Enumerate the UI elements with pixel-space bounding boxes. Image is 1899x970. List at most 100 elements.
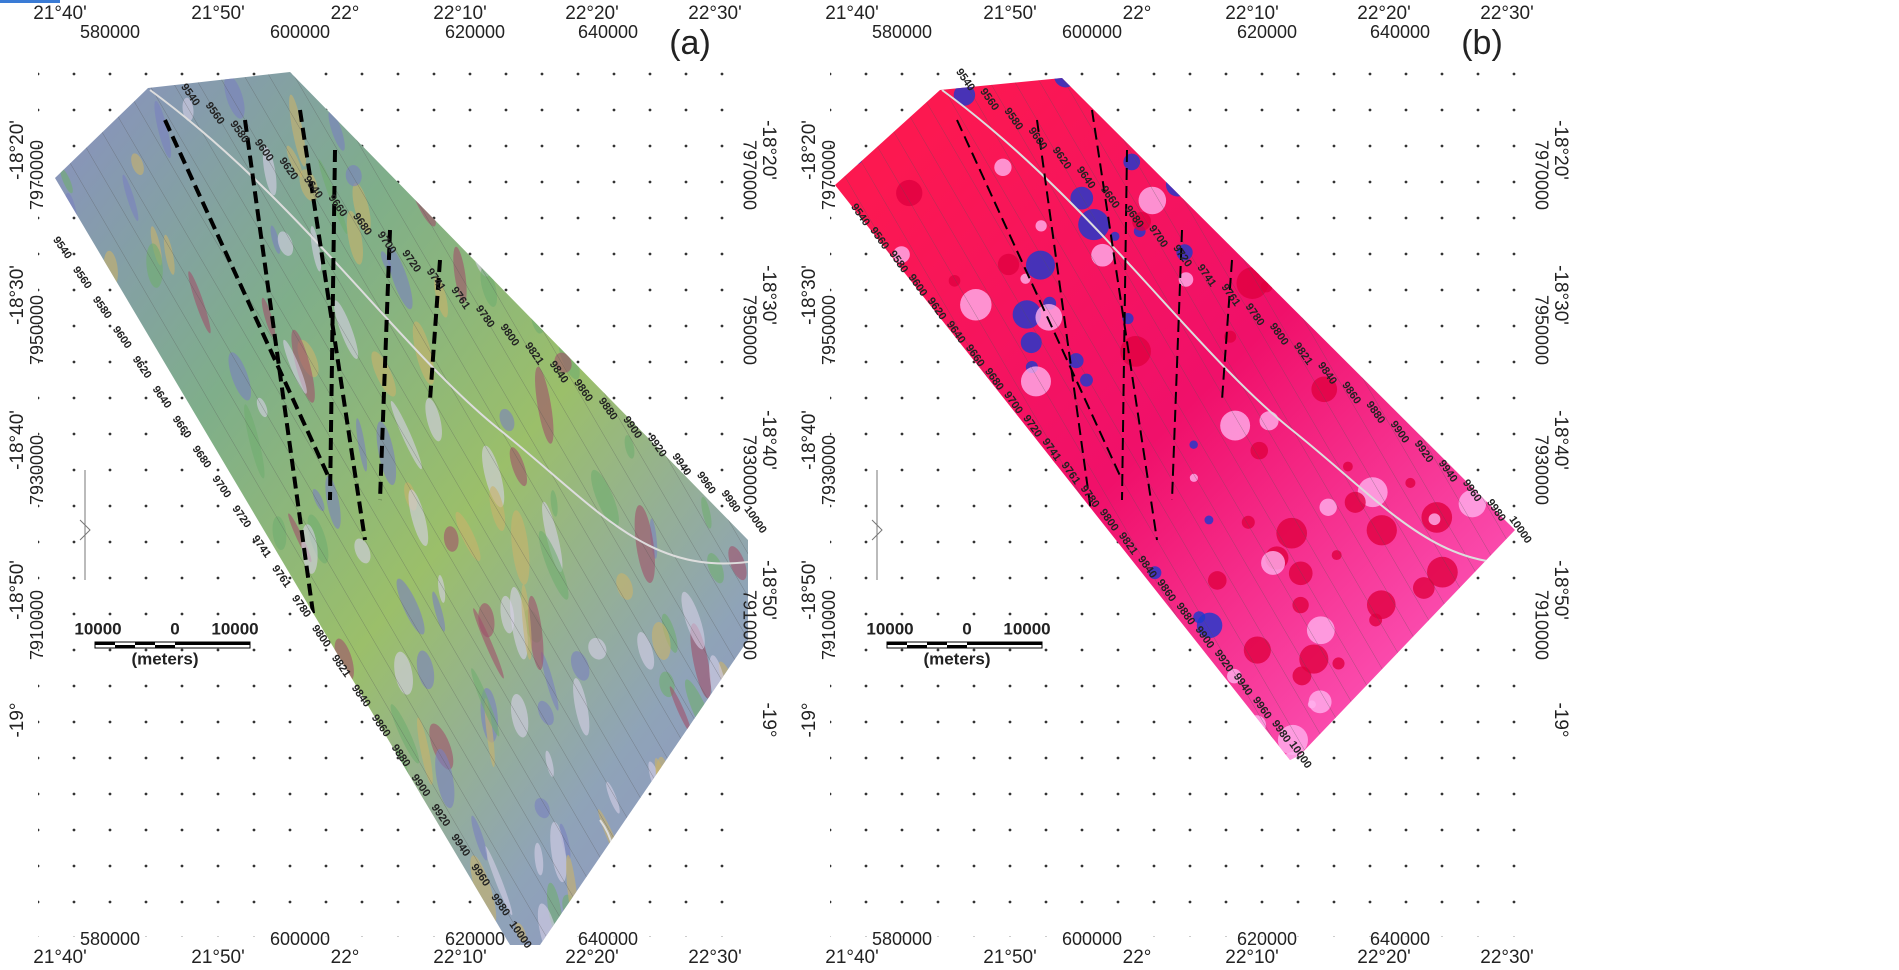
latitude-label: -18°40' <box>799 410 820 470</box>
northing-label: 7930000 <box>27 435 47 505</box>
northing-label: 7910000 <box>27 590 47 660</box>
anomaly <box>1429 513 1441 525</box>
northing-label: 7910000 <box>819 590 839 660</box>
anomaly <box>1035 936 1057 958</box>
scale-segment <box>155 645 175 648</box>
easting-label: 640000 <box>1370 929 1430 949</box>
latitude-label: -18°20' <box>799 120 820 180</box>
northing-label: 7930000 <box>739 435 759 505</box>
easting-label: 640000 <box>1370 22 1430 42</box>
longitude-label: 22° <box>331 947 360 968</box>
scale-segment <box>907 645 927 648</box>
latitude-label: -18°50' <box>758 560 779 620</box>
scale-segment <box>967 642 1042 645</box>
flight-line <box>1517 0 1899 960</box>
anomaly <box>1021 332 1042 353</box>
anomaly <box>1189 440 1197 448</box>
anomaly <box>1332 550 1342 560</box>
easting-label: 640000 <box>578 22 638 42</box>
easting-label: 620000 <box>1237 929 1297 949</box>
northing-label: 7970000 <box>27 140 47 210</box>
flight-line <box>1617 0 1899 960</box>
scale-label: 0 <box>962 619 971 638</box>
latitude-label: -18°50' <box>799 560 820 620</box>
northing-label: 7930000 <box>1531 435 1551 505</box>
scale-segment <box>135 642 155 645</box>
flight-line <box>1717 0 1899 960</box>
longitude-label: 22° <box>1123 3 1152 24</box>
longitude-label: 21°50' <box>191 3 245 24</box>
longitude-label: 22°10' <box>1225 947 1279 968</box>
latitude-label: -18°50' <box>7 560 28 620</box>
northing-label: 7950000 <box>819 295 839 365</box>
longitude-label: 21°40' <box>825 3 879 24</box>
flight-line <box>1592 0 1899 960</box>
longitude-label: 22°20' <box>1357 947 1411 968</box>
anomaly <box>1244 636 1271 663</box>
flight-line <box>1642 0 1899 960</box>
latitude-label: -18°30' <box>799 265 820 325</box>
anomaly <box>1309 690 1332 713</box>
panel-label: (a) <box>669 24 711 62</box>
scale-label: 10000 <box>1003 619 1050 638</box>
longitude-label: 22° <box>331 3 360 24</box>
anomaly <box>1343 462 1353 472</box>
anomaly <box>1332 657 1344 669</box>
northing-label: 7910000 <box>739 590 759 660</box>
longitude-label: 21°50' <box>191 947 245 968</box>
anomaly <box>1276 518 1307 549</box>
longitude-label: 21°50' <box>983 947 1037 968</box>
anomaly <box>1345 492 1366 513</box>
latitude-label: -18°40' <box>1550 410 1571 470</box>
longitude-label: 22°30' <box>1480 947 1534 968</box>
anomaly <box>1261 551 1285 575</box>
northing-label: 7970000 <box>1531 140 1551 210</box>
scale-segment <box>887 642 907 645</box>
easting-label: 600000 <box>270 22 330 42</box>
flight-line <box>1742 0 1899 960</box>
longitude-label: 21°40' <box>33 947 87 968</box>
panel-label: (b) <box>1461 24 1503 62</box>
anomaly <box>994 159 1011 176</box>
latitude-label: -19° <box>1550 702 1571 737</box>
anomaly <box>1250 442 1268 460</box>
latitude-label: -18°30' <box>7 265 28 325</box>
latitude-label: -19° <box>758 702 779 737</box>
easting-label: 640000 <box>578 929 638 949</box>
anomaly <box>1204 516 1213 525</box>
scale-segment <box>175 642 250 645</box>
latitude-label: -18°20' <box>7 120 28 180</box>
longitude-label: 21°50' <box>983 3 1037 24</box>
longitude-label: 22°30' <box>688 947 742 968</box>
northing-label: 7950000 <box>739 295 759 365</box>
northing-label: 7970000 <box>739 140 759 210</box>
scale-unit: (meters) <box>131 649 198 668</box>
anomaly <box>1091 244 1114 267</box>
northing-label: 7970000 <box>819 140 839 210</box>
scale-label: 10000 <box>74 619 121 638</box>
anomaly <box>1208 571 1227 590</box>
flight-line <box>1567 0 1899 960</box>
anomaly <box>1367 590 1396 619</box>
anomaly <box>1289 561 1313 585</box>
latitude-label: -18°40' <box>7 410 28 470</box>
latitude-label: -18°40' <box>758 410 779 470</box>
flight-line <box>1667 0 1899 960</box>
anomaly <box>1307 616 1335 644</box>
scale-label: 10000 <box>866 619 913 638</box>
latitude-label: -19° <box>7 702 28 737</box>
anomaly <box>1036 220 1047 231</box>
anomaly <box>960 289 991 320</box>
northing-label: 7910000 <box>1531 590 1551 660</box>
longitude-label: 22° <box>1123 947 1152 968</box>
easting-label: 580000 <box>872 22 932 42</box>
anomaly <box>1035 304 1062 331</box>
easting-label: 580000 <box>80 929 140 949</box>
easting-label: 600000 <box>1062 22 1122 42</box>
anomaly <box>1427 557 1458 588</box>
scale-label: 10000 <box>211 619 258 638</box>
anomaly <box>1299 644 1328 673</box>
scale-label: 0 <box>170 619 179 638</box>
scale-unit: (meters) <box>923 649 990 668</box>
anomaly <box>1367 515 1397 545</box>
